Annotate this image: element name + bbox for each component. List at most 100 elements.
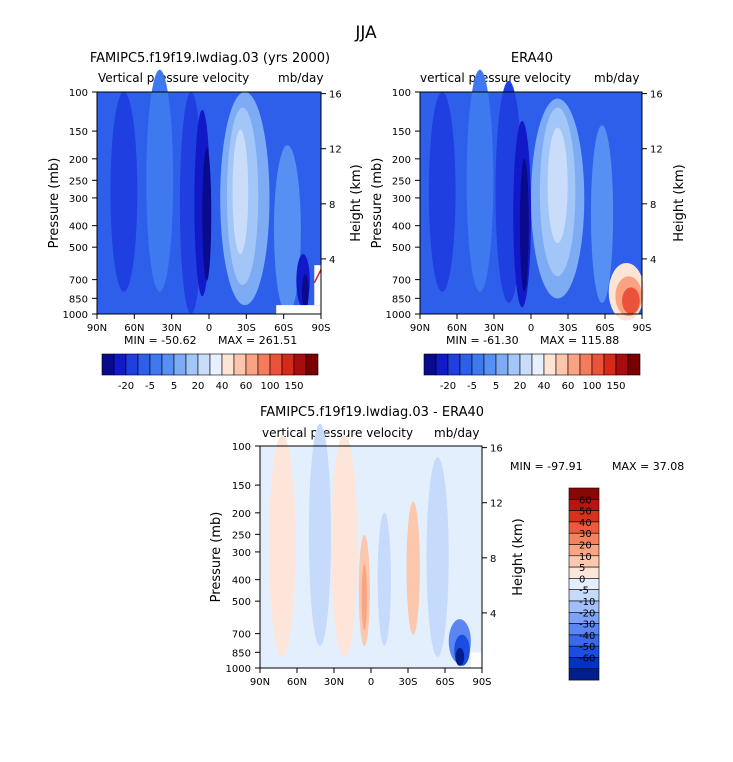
y-tick-label: 400: [69, 222, 88, 233]
panel-model: FAMIPC5.f19f19.lwdiag.03 (yrs 2000) Vert…: [47, 51, 364, 392]
diff-field-contour: [308, 423, 332, 646]
units-label: mb/day: [434, 426, 479, 440]
y-tick-label: 100: [69, 88, 88, 99]
colorbar-label: 100: [260, 381, 279, 392]
y2-tick-label: 12: [329, 145, 342, 156]
model-field-contour: [273, 145, 301, 314]
x-tick-label: 90N: [250, 677, 270, 688]
colorbar-label: 60: [562, 381, 575, 392]
colorbar-box: [519, 353, 533, 376]
colorbar-box: [281, 353, 295, 376]
min-label: MIN = -50.62: [124, 334, 197, 347]
x-tick-label: 90S: [472, 677, 491, 688]
model-field-contour: [202, 147, 212, 281]
x-tick-label: 60S: [274, 323, 293, 334]
y2-tick-label: 8: [490, 554, 496, 565]
colorbar-label: -5: [579, 586, 589, 597]
y-tick-label: 400: [392, 222, 411, 233]
model-field-contour: [301, 274, 309, 310]
units-label: mb/day: [594, 71, 639, 85]
x-tick-label: 30S: [398, 677, 417, 688]
y-tick-label: 100: [232, 442, 251, 453]
colorbar-box: [483, 353, 497, 376]
y-tick-label: 150: [232, 481, 251, 492]
model-field-contour: [313, 269, 322, 284]
model-field-mask: [314, 265, 321, 306]
colorbar-box: [555, 353, 569, 376]
y-tick-label: 250: [69, 176, 88, 187]
colorbar-box: [113, 353, 127, 376]
diff-field-mask: [470, 652, 482, 668]
x-tick-label: 90N: [410, 323, 430, 334]
diff-field-contour: [361, 563, 368, 631]
y2-tick-label: 12: [650, 145, 663, 156]
colorbar-label: -60: [579, 654, 595, 665]
colorbar-label: 60: [579, 495, 592, 506]
y-tick-label: 500: [392, 243, 411, 254]
page-title: JJA: [354, 23, 377, 43]
colorbar-label: 40: [538, 381, 551, 392]
model-field-contour: [232, 129, 249, 255]
y-tick-label: 300: [69, 194, 88, 205]
colorbar-box: [305, 353, 319, 376]
colorbar-box: [447, 353, 461, 376]
diff-field-contour: [426, 457, 449, 657]
colorbar-label: 30: [579, 529, 592, 540]
x-tick-label: 60S: [435, 677, 454, 688]
x-tick-label: 0: [528, 323, 534, 334]
y-tick-label: 1000: [226, 664, 251, 675]
units-label: mb/day: [278, 71, 323, 85]
colorbar-label: 60: [240, 381, 253, 392]
x-tick-label: 30S: [558, 323, 577, 334]
plot-area: [420, 69, 645, 321]
x-tick-label: 0: [368, 677, 374, 688]
x-tick-label: 60N: [447, 323, 467, 334]
y-tick-label: 1000: [63, 310, 88, 321]
colorbar-box: [197, 353, 211, 376]
colorbar-box: [495, 353, 509, 376]
y-axis-label: Pressure (mb): [47, 158, 62, 249]
y2-tick-label: 4: [329, 255, 335, 266]
colorbar-box: [615, 353, 629, 376]
panel-subtitle: vertical pressure velocity: [420, 71, 571, 85]
colorbar-label: 40: [579, 518, 592, 529]
y-tick-label: 400: [232, 576, 251, 587]
colorbar-label: 40: [216, 381, 229, 392]
obs-field-contour: [428, 91, 456, 292]
colorbar-label: 0: [579, 574, 585, 585]
colorbar-box: [543, 353, 557, 376]
x-tick-label: 60N: [124, 323, 144, 334]
max-label: MAX = 261.51: [218, 334, 297, 347]
y-tick-label: 200: [392, 155, 411, 166]
x-tick-label: 90S: [632, 323, 651, 334]
colorbar-label: 150: [606, 381, 625, 392]
x-tick-label: 30N: [484, 323, 504, 334]
y-tick-label: 150: [69, 127, 88, 138]
colorbar-label: -5: [145, 381, 155, 392]
x-tick-label: 30S: [237, 323, 256, 334]
x-tick-label: 90S: [311, 323, 330, 334]
obs-field-contour: [519, 158, 529, 292]
y2-tick-label: 12: [490, 499, 503, 510]
colorbar-label: 20: [579, 541, 592, 552]
panel-title: ERA40: [511, 51, 553, 66]
colorbar-label: 5: [579, 563, 585, 574]
colorbar-box: [591, 353, 605, 376]
colorbar-box: [137, 353, 151, 376]
colorbar-box: [149, 353, 163, 376]
y-tick-label: 300: [392, 194, 411, 205]
colorbar-label: 150: [284, 381, 303, 392]
y2-axis-label: Height (km): [349, 164, 364, 241]
y2-tick-label: 4: [650, 255, 656, 266]
y-tick-label: 250: [232, 530, 251, 541]
diff-field-contour: [331, 434, 358, 657]
y2-tick-label: 8: [329, 200, 335, 211]
colorbar-label: 20: [514, 381, 527, 392]
y2-tick-label: 8: [650, 200, 656, 211]
obs-field-contour: [547, 127, 568, 243]
colorbar-box: [185, 353, 199, 376]
colorbar-box: [233, 353, 247, 376]
colorbar-box: [125, 353, 139, 376]
y2-tick-label: 16: [650, 90, 663, 101]
